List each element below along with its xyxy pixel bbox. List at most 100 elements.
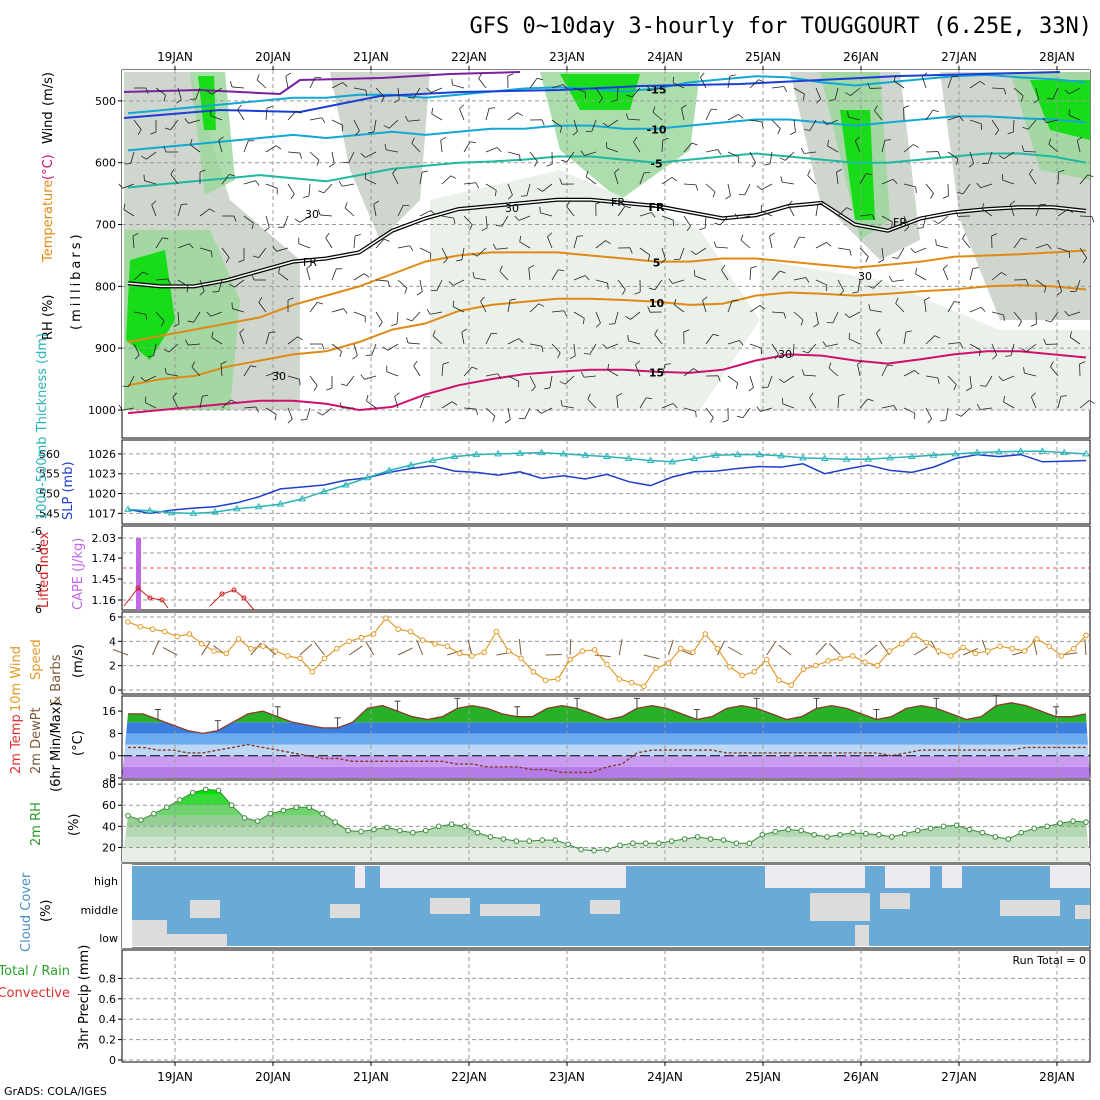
wind-barb [854,140,861,153]
wind-barb [485,147,498,153]
wind10m-point [260,643,266,650]
wind-barb [1050,366,1059,377]
wind-barb [1030,396,1037,409]
millibars-label: (millibars) [69,231,84,330]
wind-barb [1031,392,1036,398]
rh-band [122,794,1090,806]
wind-barb [378,321,383,328]
thickness-marker [450,452,459,460]
wind-barb [695,411,697,418]
wind-barb [278,272,289,281]
wind-barb [397,87,400,100]
wind-barb [925,183,934,194]
rh-shading [840,110,875,220]
wind-barb [976,403,981,410]
rh-base [122,847,1090,862]
wind-barb [683,142,693,153]
wind-barb [903,144,914,153]
wind-barb [903,183,916,188]
wind-barb [239,328,245,334]
wind-barb [584,151,597,156]
rh2m-point [940,823,947,830]
wind-barb [1079,361,1086,365]
thickness-marker [1060,448,1069,456]
wind-barb [614,172,619,185]
wind-barb [287,183,295,195]
wind-label: Wind [41,111,56,144]
wind-barb [1042,117,1047,123]
wind10m-barb [201,641,211,656]
total-rain-label: Total / Rain [0,964,70,979]
wind-barb [382,346,389,351]
wind-barb [485,215,488,228]
wind-barb [709,417,714,423]
wind-barb [815,87,822,100]
wind-barb [132,236,135,249]
wind-barb [991,233,998,237]
thickness-marker [472,450,481,458]
wind10m-point [555,676,561,682]
wind-barb [721,269,729,281]
wind10m-point [825,658,831,664]
wind10m-point [542,677,549,684]
rh-shading [126,250,175,360]
date-label-top: 25JAN [745,50,781,64]
wind-barb [695,247,707,255]
wind-barb [787,355,794,359]
wind-barb [387,343,399,351]
temperature-unit: (°C) [41,154,56,180]
rh2m-point [474,829,481,836]
rh2m-point [889,834,895,840]
wind-barb [573,311,585,319]
temp-maxmin-bar [574,697,581,709]
precip-tick: 0.2 [99,1034,117,1047]
wind-barb [188,343,201,346]
wind-barb [133,311,146,315]
thickness-marker [537,448,546,456]
wind-barb [727,183,731,196]
wind-barb [190,144,201,153]
wind10m-point [923,639,930,646]
wind-barb [164,367,167,374]
wind-barb [832,311,839,324]
wind-barb [867,82,871,89]
wind-barb [453,218,456,225]
wind10m-point [984,648,991,654]
wind-barb [232,308,245,313]
wind-barb [771,86,784,89]
isotherm-line [127,350,1087,415]
precip-tick: 0 [109,1054,116,1067]
wind-barb [630,311,641,320]
thickness-marker [167,508,176,516]
temp-maxmin-bar [334,717,341,728]
wind-barb [331,82,343,89]
wind-barb [740,234,744,241]
wind-barb [661,177,673,185]
rh2m-point [306,804,313,811]
isotherm-line [123,71,521,96]
wind-barb [903,407,916,414]
wind-barb [652,111,663,121]
wind-barb [1077,136,1083,141]
wind-barb [384,143,387,150]
wind-barb [489,107,496,109]
wind-barb [705,183,716,193]
wind-barb [584,275,590,281]
wind-barb [925,407,932,419]
cloud-gap [122,864,132,948]
rh2m-point [513,838,520,844]
wind-barb [524,407,531,419]
temp2m-tick: 16 [102,705,116,718]
rh2m-point [824,834,830,840]
wind-barb [1005,355,1012,357]
wind10m-point [886,648,893,654]
wind-barb [837,279,844,291]
rh2m-point [694,834,701,840]
wind-barb [598,97,603,104]
wind10m-barb [815,642,827,656]
wind-barb [1082,257,1088,264]
wind-barb [172,392,178,398]
wind-barb [1018,321,1022,327]
wind-barb [329,163,335,168]
rh2m-point [280,807,287,814]
